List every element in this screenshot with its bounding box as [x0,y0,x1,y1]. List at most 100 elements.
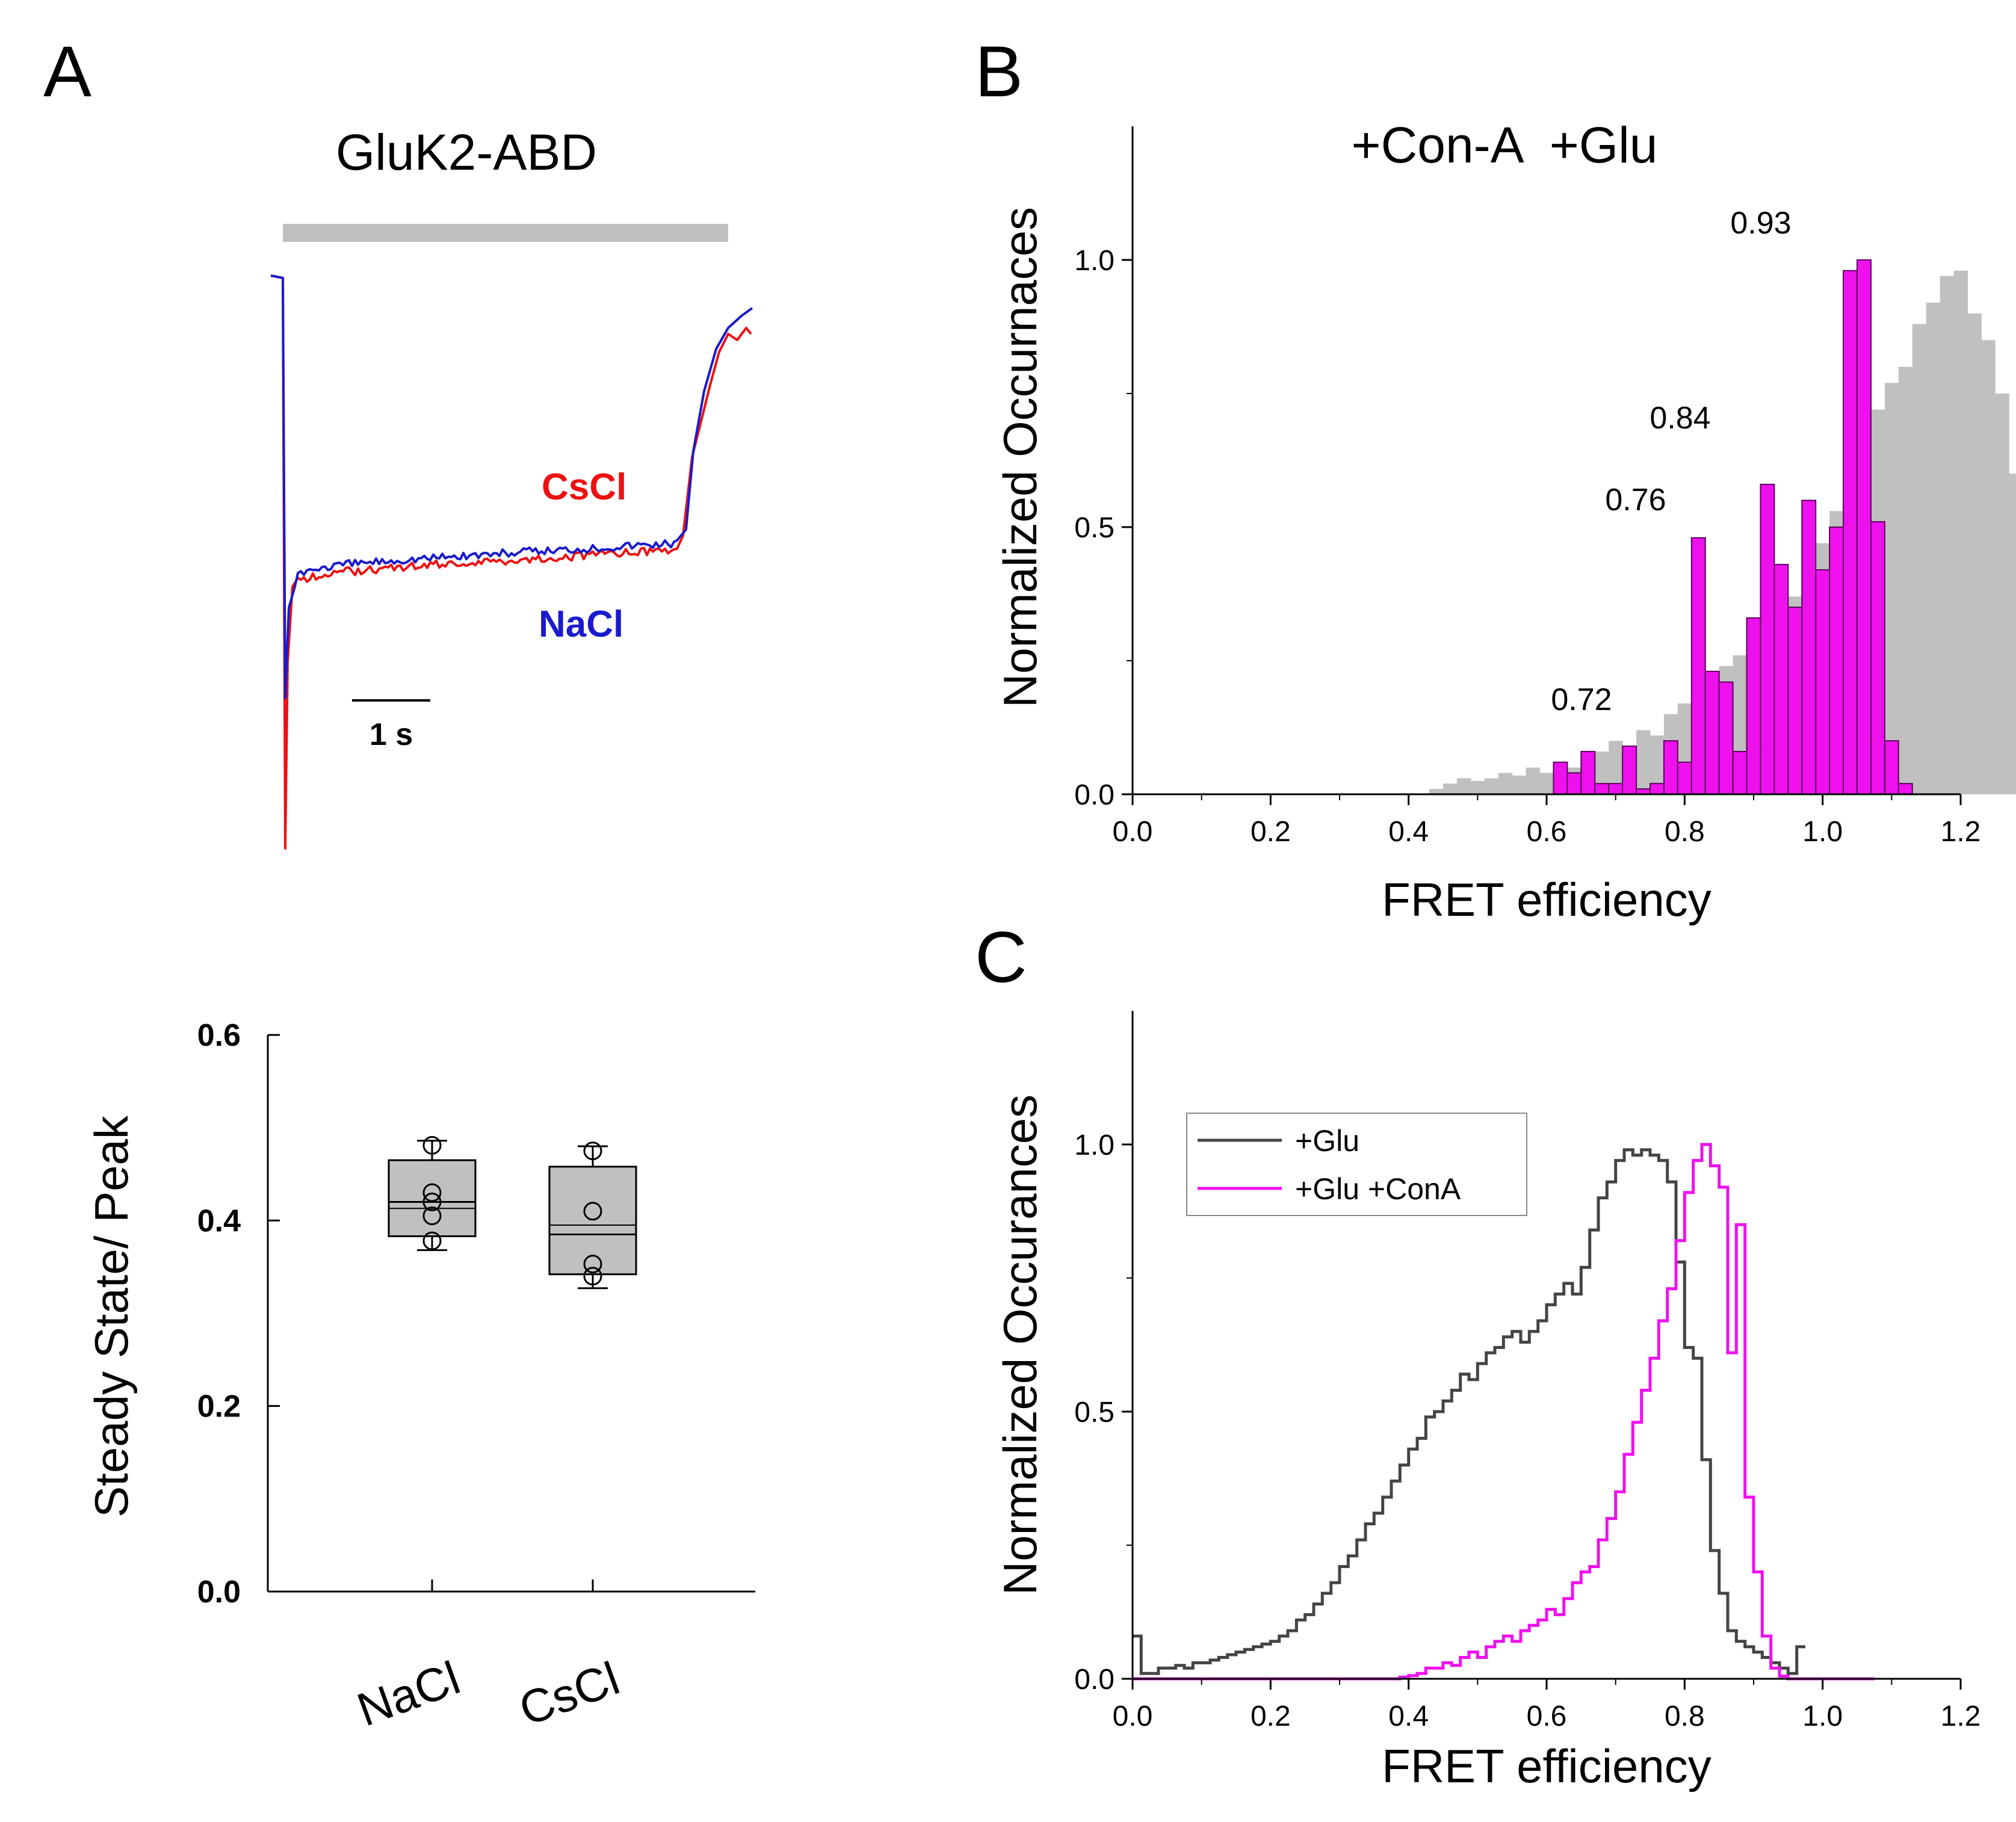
b-bar-magenta [1594,783,1610,795]
b-x-tick-label: 0.6 [1527,816,1567,848]
b-bar-magenta [1663,740,1678,795]
c-x-tick-label: 0.8 [1665,1700,1705,1732]
b-x-tick-label: 0.8 [1665,816,1705,848]
b-bar-magenta [1760,483,1775,795]
b-x-tick-label: 0.2 [1251,816,1291,848]
legend-label-glu: +Glu [1295,1124,1359,1158]
panel-letter-a: A [43,31,91,112]
b-bar-grey [1636,730,1651,794]
b-x-tick-label: 1.2 [1941,816,1981,848]
application-bar [283,224,728,242]
box-y-tick-label: 0.4 [197,1203,241,1238]
b-bar-magenta [1773,564,1789,795]
boxes [388,1135,637,1289]
b-bars [1429,259,2016,795]
box-data-point [422,1206,442,1226]
c-y-ticks: 0.0 0.5 1.0 [1074,1129,1133,1696]
b-bar-magenta [1580,750,1596,795]
b-y-label: Normalized Occurnaces [994,207,1047,708]
b-bar-magenta [1884,740,1899,795]
b-bar-grey [1981,340,1996,794]
b-bar-grey [1539,773,1554,794]
box-y-label: Steady State/ Peak [85,1115,138,1518]
b-bar-magenta [1718,681,1734,795]
box-data-point [422,1231,442,1250]
b-y-tick-label: 1.0 [1074,245,1115,277]
annotation-093: 0.93 [1730,206,1791,241]
b-bar-magenta [1690,537,1706,795]
c-x-tick-label: 1.0 [1802,1700,1843,1732]
b-bar-grey [1443,783,1458,794]
b-x-tick-label: 1.0 [1802,816,1843,848]
box-y-tick-label: 0.2 [197,1389,241,1424]
box-cscl [548,1141,637,1289]
box-x-tick-label: CsCl [512,1651,626,1735]
trace-nacl [270,274,753,699]
c-line-glu [1133,1148,1805,1675]
c-y-label: Normalized Occurances [994,1095,1047,1595]
b-bar-grey [1456,778,1471,794]
box-y-tick-label: 0.6 [197,1018,241,1053]
b-bar-magenta [1857,259,1872,795]
b-bar-magenta [1801,499,1817,795]
box-data-point [583,1141,602,1161]
b-bar-grey [1912,324,1927,794]
c-x-ticks: 0.0 0.2 0.4 0.6 0.8 1.0 1.2 [1113,1679,1981,1732]
b-bar-grey [1512,775,1527,794]
box-nacl [388,1135,477,1252]
b-bar-grey [1650,735,1665,794]
b-bar-magenta [1566,772,1582,795]
b-bar-magenta [1815,569,1831,795]
b-bar-grey [1967,313,1982,794]
c-x-tick-label: 0.2 [1251,1700,1291,1732]
b-bar-magenta [1829,527,1844,795]
histogram-c: 0.0 0.2 0.4 0.6 0.8 1.0 1.2 0.0 0.5 1.0 +Glu +Gl… [1074,1011,1980,1732]
box-x-tick-label: NaCl [350,1651,466,1737]
box-y-ticks: 0.0 0.2 0.4 0.6 [197,1018,280,1610]
b-y-ticks: 0.0 0.5 1.0 [1074,245,1133,811]
b-bar-grey [1926,303,1941,794]
b-y-tick-label: 0.0 [1074,779,1115,811]
b-bar-magenta [1704,670,1720,795]
b-bar-magenta [1608,783,1624,795]
trace-cscl [270,274,752,850]
b-bar-grey [1484,778,1499,794]
panel-letter-b: B [975,31,1023,112]
trace-label-nacl: NaCl [539,604,623,645]
box-data-point [583,1255,602,1274]
c-legend: +Glu +Glu +ConA [1186,1113,1527,1216]
b-bar-magenta [1787,607,1803,795]
b-bar-grey [1609,741,1623,794]
annotation-072: 0.72 [1551,682,1612,717]
b-bar-grey [1884,383,1899,794]
box-x-ticks: NaCl CsCl [350,1580,626,1737]
c-line-glu-cona [1133,1143,1875,1681]
b-bar-grey [1498,773,1513,794]
b-x-tick-label: 0.0 [1113,816,1153,848]
b-bar-magenta [1650,783,1665,795]
c-x-label: FRET efficiency [1382,1740,1711,1793]
b-bar-magenta [1732,750,1748,795]
c-y-tick-label: 0.5 [1074,1397,1115,1428]
box-data-point [422,1183,442,1202]
box-plot: 0.0 0.2 0.4 0.6 NaCl CsCl [197,1018,755,1737]
b-bar-magenta [1622,746,1637,795]
box-data-point [422,1193,442,1211]
legend-label-glu-cona: +Glu +ConA [1295,1172,1461,1206]
legend-box [1186,1113,1527,1216]
b-bar-grey [1526,767,1541,794]
b-x-tick-label: 0.4 [1388,816,1429,848]
c-x-tick-label: 1.2 [1941,1700,1981,1732]
box-data-point [583,1267,602,1286]
b-bar-magenta [1746,617,1761,795]
b-title: +Con-A +Glu [1352,117,1658,173]
c-y-tick-label: 1.0 [1074,1129,1115,1161]
panel-letter-c: C [975,917,1027,998]
b-bar-grey [1953,270,1968,794]
box-data-point [583,1202,602,1221]
b-bar-magenta [1843,270,1858,795]
histogram-b: 0.0 0.2 0.4 0.6 0.8 1.0 1.2 0.0 0.5 1.0 0.72 0.7… [1074,126,2016,848]
b-bar-grey [2009,474,2016,794]
c-x-tick-label: 0.0 [1113,1700,1153,1732]
